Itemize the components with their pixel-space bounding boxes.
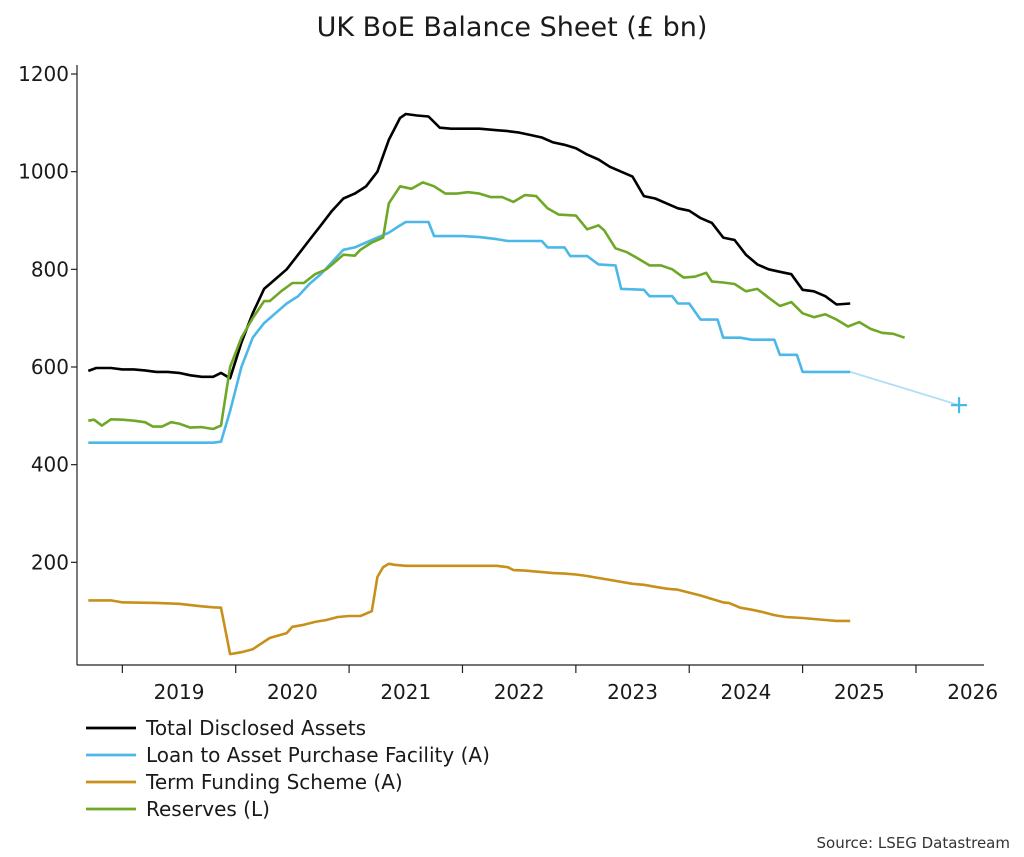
y-tick-label: 1000 (18, 160, 69, 184)
projection-marker (951, 397, 968, 414)
y-tick-label: 600 (31, 355, 69, 379)
source-note: Source: LSEG Datastream (817, 834, 1010, 852)
legend-label: Total Disclosed Assets (145, 716, 366, 740)
legend-label: Term Funding Scheme (A) (145, 770, 403, 794)
x-tick-label: 2026 (947, 680, 998, 704)
x-tick-label: 2025 (834, 680, 885, 704)
series-line-2 (88, 220, 851, 444)
y-tick-label: 800 (31, 257, 69, 281)
x-tick-label: 2020 (267, 680, 318, 704)
chart-title: UK BoE Balance Sheet (£ bn) (317, 12, 708, 43)
y-tick-label: 400 (31, 453, 69, 477)
x-tick-label: 2019 (154, 680, 205, 704)
y-axis-ticks: 200 400 600 800 1000 1200 (18, 62, 77, 574)
y-tick-label: 1200 (18, 62, 69, 86)
projection-line (849, 371, 960, 406)
legend-label: Loan to Asset Purchase Facility (A) (146, 743, 490, 767)
x-tick-label: 2024 (720, 680, 771, 704)
legend: Total Disclosed Assets Loan to Asset Purc… (86, 716, 490, 821)
x-tick-label: 2021 (380, 680, 431, 704)
series-line-1 (87, 112, 851, 380)
series-layer (87, 112, 906, 656)
x-tick-label: 2022 (494, 680, 545, 704)
y-tick-label: 200 (31, 550, 69, 574)
projection-layer (849, 371, 968, 414)
x-axis-ticks: 2019 2020 2021 2022 2023 2024 2025 2026 (121, 665, 998, 704)
series-line-3 (88, 562, 851, 656)
series-line-4 (88, 181, 906, 431)
x-tick-label: 2023 (607, 680, 658, 704)
legend-label: Reserves (L) (146, 797, 270, 821)
